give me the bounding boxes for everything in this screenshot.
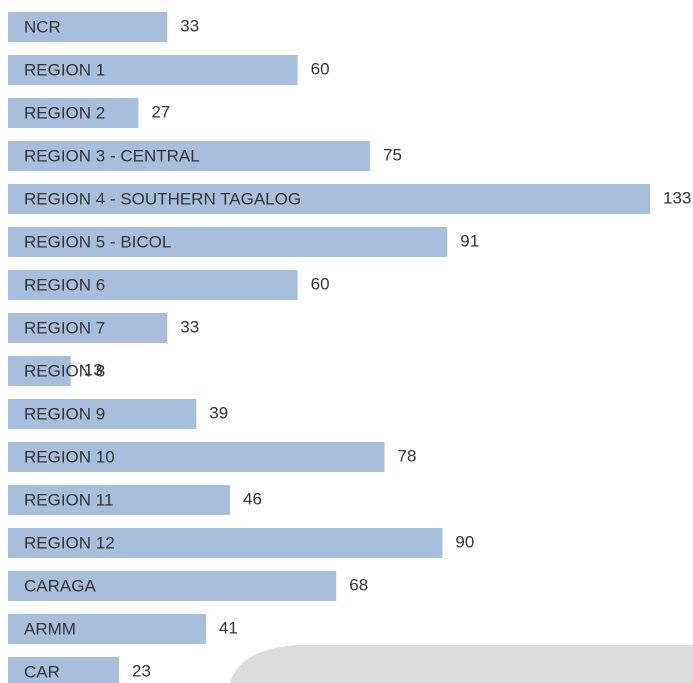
bar <box>8 528 443 558</box>
value-label: 133 <box>663 188 691 207</box>
value-label: 41 <box>219 618 238 637</box>
bar <box>8 227 448 257</box>
bar-label: REGION 3 - CENTRAL <box>24 146 200 165</box>
bar-label: NCR <box>24 17 61 36</box>
value-label: 75 <box>383 145 402 164</box>
value-label: 33 <box>180 16 199 35</box>
bar-label: REGION 7 <box>24 318 105 337</box>
value-label: 46 <box>243 489 262 508</box>
bar-label: REGION 10 <box>24 447 115 466</box>
bar <box>8 571 337 601</box>
value-label: 68 <box>349 575 368 594</box>
bar-label: REGION 2 <box>24 103 105 122</box>
bar-label: REGION 9 <box>24 404 105 423</box>
bar-label: REGION 11 <box>24 490 113 509</box>
bar-label: REGION 6 <box>24 275 105 294</box>
value-label: 60 <box>311 59 330 78</box>
bar-label: ARMM <box>24 619 76 638</box>
value-label: 27 <box>151 102 170 121</box>
value-label: 39 <box>209 403 228 422</box>
bar <box>8 12 168 42</box>
bar <box>8 184 650 214</box>
bar <box>8 270 298 300</box>
value-label: 60 <box>311 274 330 293</box>
bar-label: REGION 1 <box>24 60 105 79</box>
bar <box>8 442 385 472</box>
bar-label: REGION 4 - SOUTHERN TAGALOG <box>24 189 301 208</box>
background-shape <box>230 645 693 683</box>
bar-label: CARAGA <box>24 576 96 595</box>
bar-label: REGION 8 <box>24 361 105 380</box>
bar-label: REGION 5 - BICOL <box>24 232 171 251</box>
value-label: 23 <box>132 661 151 680</box>
value-label: 91 <box>460 231 479 250</box>
bar <box>8 356 71 386</box>
bar-label: REGION 12 <box>24 533 115 552</box>
value-label: 33 <box>180 317 199 336</box>
bar-label: CAR <box>24 662 60 681</box>
bar <box>8 657 120 683</box>
value-label: 78 <box>398 446 417 465</box>
bar <box>8 98 139 128</box>
bar <box>8 313 168 343</box>
bar <box>8 399 197 429</box>
value-label: 90 <box>455 532 474 551</box>
bar <box>8 141 371 171</box>
bar <box>8 485 231 515</box>
bar <box>8 55 298 85</box>
bar <box>8 614 206 644</box>
value-label: 13 <box>84 360 103 379</box>
